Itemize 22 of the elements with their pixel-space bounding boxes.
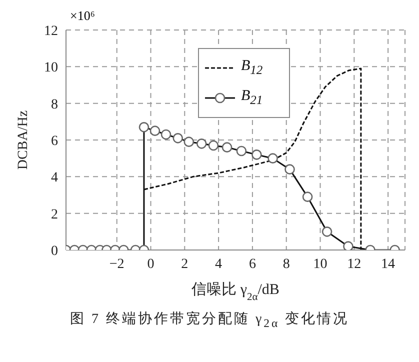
x-tick-label: 14: [381, 256, 396, 272]
x-tick-label: 6: [248, 256, 256, 272]
x-tick-label: 2: [181, 256, 188, 272]
text: ×10⁶: [70, 8, 95, 24]
legend-label: B$_{21}$: [241, 87, 263, 109]
y-tick-label: 0: [51, 244, 58, 259]
y-tick-label: 8: [51, 97, 58, 112]
y-tick-label: 4: [51, 170, 58, 186]
x-tick-label: −2: [109, 256, 124, 272]
x-tick-label: 8: [282, 256, 290, 272]
y-tick-label: 10: [44, 60, 58, 76]
y-tick-label: 2: [51, 207, 58, 222]
y-axis-title: DCBA/Hz: [16, 110, 31, 170]
caption: 图 7 终端协作带宽分配随 γ$_{2α}$ 变化情况: [68, 310, 350, 330]
x-tick-label: 0: [147, 256, 154, 272]
x-tick-label: 12: [347, 256, 362, 272]
x-axis-title: 信噪比 γ$_{2α}$/dB: [192, 281, 280, 302]
x-tick-label: 10: [313, 256, 328, 272]
x-tick-label: 4: [215, 256, 222, 272]
y-tick-label: 6: [51, 134, 58, 149]
legend-label: B$_{12}$: [241, 57, 263, 79]
y-tick-label: 12: [44, 24, 58, 39]
